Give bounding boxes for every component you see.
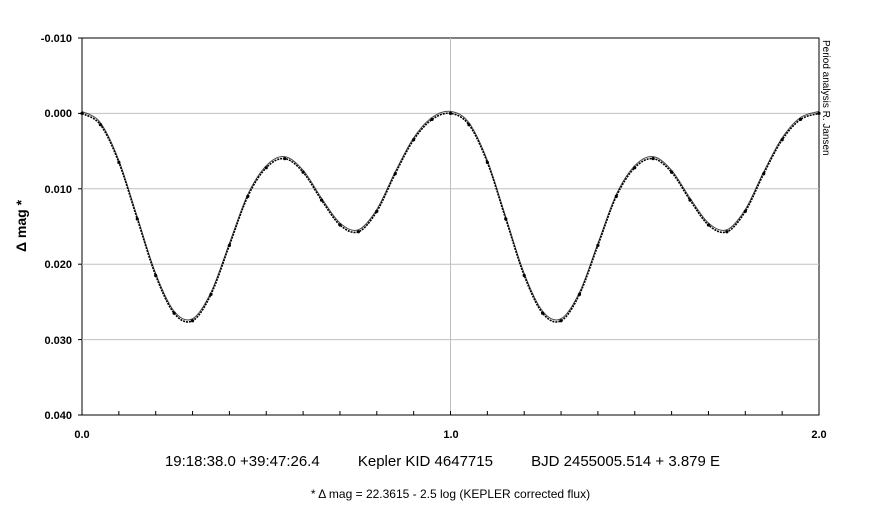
data-point: [688, 198, 692, 202]
data-point: [393, 172, 397, 176]
credit-label: Period analysis R. Jansen: [820, 40, 831, 156]
data-point: [80, 111, 84, 115]
data-point: [319, 198, 324, 202]
footnote: * Δ mag = 22.3615 - 2.5 log (KEPLER corr…: [310, 487, 591, 501]
x-minor-ticks: [78, 37, 783, 416]
data-point: [375, 209, 379, 214]
data-point: [338, 223, 342, 227]
x-tick-label: 0.0: [74, 429, 89, 441]
star-id-label: Kepler KID 4647715: [357, 453, 493, 470]
coordinates-label: 19:18:38.0 +39:47:26.4: [164, 453, 320, 470]
data-point: [522, 273, 526, 278]
ephemeris-label: BJD 2455005.514 + 3.879 E: [531, 453, 721, 470]
data-point: [172, 311, 176, 315]
x-tick-label: 1.0: [443, 429, 458, 441]
data-point: [633, 166, 637, 170]
data-point: [596, 243, 600, 247]
data-point: [762, 172, 766, 176]
data-point: [817, 111, 821, 115]
y-axis-label: Δ mag *: [13, 199, 29, 252]
data-point: [190, 319, 195, 323]
y-tick-label: 0.010: [44, 184, 72, 196]
data-point: [448, 111, 453, 115]
data-point: [743, 209, 747, 214]
x-tick-label: 2.0: [811, 429, 826, 441]
data-point: [301, 170, 305, 174]
data-point: [559, 319, 563, 323]
data-point: [412, 138, 416, 142]
data-point: [246, 194, 250, 198]
data-point: [356, 230, 360, 234]
data-point: [135, 217, 139, 221]
data-point: [98, 123, 103, 127]
y-tick-label: 0.040: [44, 410, 72, 422]
data-point: [706, 223, 711, 227]
data-point: [264, 166, 268, 170]
data-point: [780, 138, 784, 142]
data-point: [798, 117, 803, 122]
data-point: [283, 157, 287, 161]
data-point: [577, 292, 582, 296]
data-points: [80, 110, 821, 323]
data-point: [541, 311, 545, 315]
data-point: [670, 170, 674, 174]
y-tick-label: 0.000: [44, 108, 72, 120]
grid: [82, 38, 819, 415]
data-point: [725, 230, 729, 234]
light-curve-scatter-band: [81, 110, 820, 321]
y-tick-label: 0.030: [44, 335, 72, 347]
data-point: [485, 160, 489, 165]
y-tick-label: 0.020: [44, 259, 72, 271]
data-point: [467, 123, 471, 127]
data-point: [227, 243, 231, 247]
data-point: [504, 217, 508, 221]
data-point: [651, 157, 655, 161]
chart-caption: 19:18:38.0 +39:47:26.4 Kepler KID 464771…: [0, 453, 885, 470]
data-point: [209, 292, 213, 296]
y-tick-label: -0.010: [41, 33, 72, 45]
data-point: [430, 117, 434, 122]
data-point: [154, 273, 158, 278]
data-point: [117, 160, 121, 165]
x-axis: 0.0 1.0 2.0: [74, 429, 826, 441]
y-axis: -0.010 0.000 0.010 0.020 0.030 0.040: [41, 33, 72, 422]
data-point: [614, 194, 618, 198]
